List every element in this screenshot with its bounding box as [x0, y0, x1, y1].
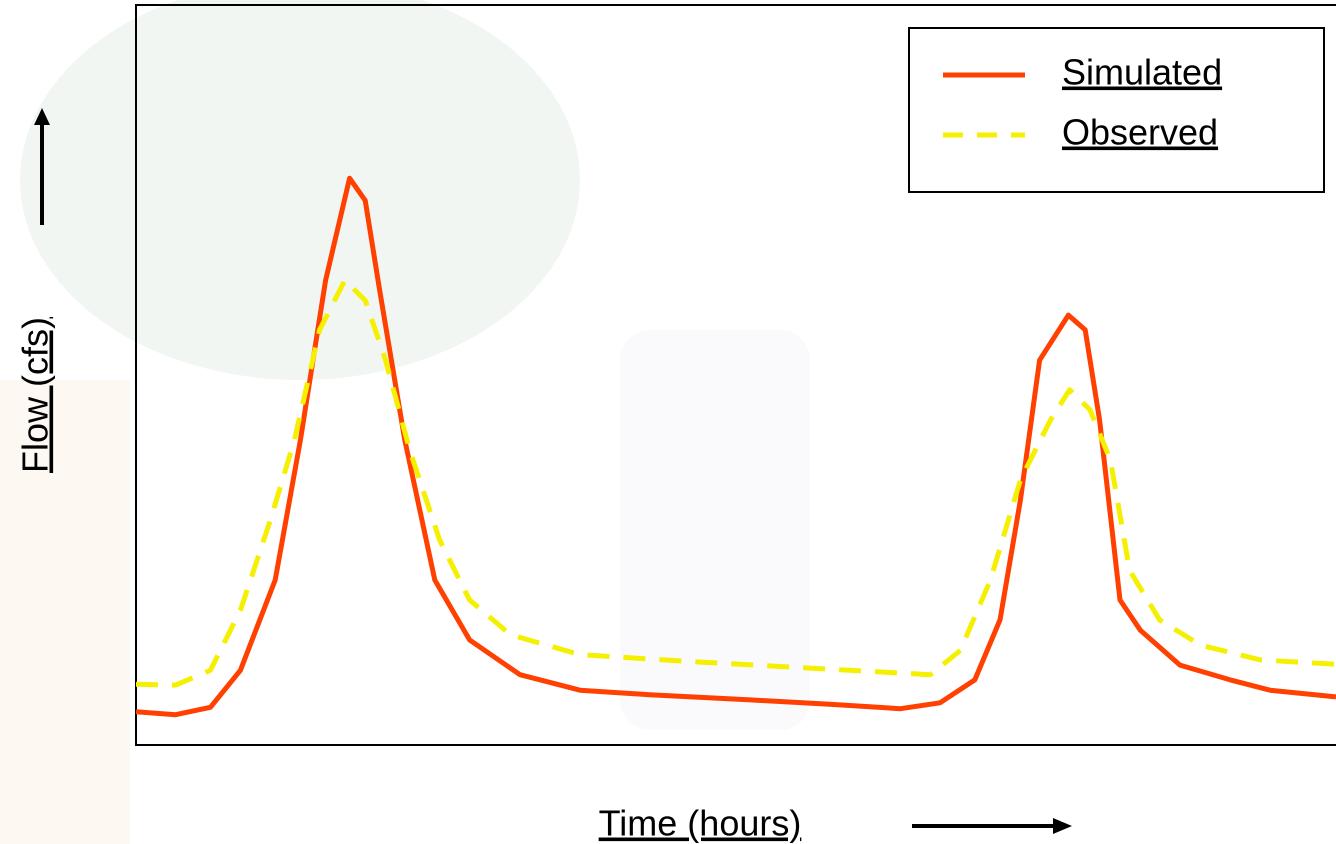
series-line	[135, 277, 1336, 688]
x-arrow	[912, 818, 1072, 834]
legend-label: Simulated	[1062, 52, 1222, 93]
legend-label: Observed	[1062, 112, 1218, 153]
series-group	[135, 175, 1336, 718]
plot-frame	[135, 4, 1336, 746]
y-axis-label: Flow (cfs)	[15, 317, 56, 473]
watermark	[0, 0, 580, 844]
y-arrow	[34, 108, 50, 225]
x-axis-label: Time (hours)	[599, 803, 802, 844]
legend-box	[908, 27, 1325, 193]
legend: Simulated Observed	[943, 52, 1222, 153]
